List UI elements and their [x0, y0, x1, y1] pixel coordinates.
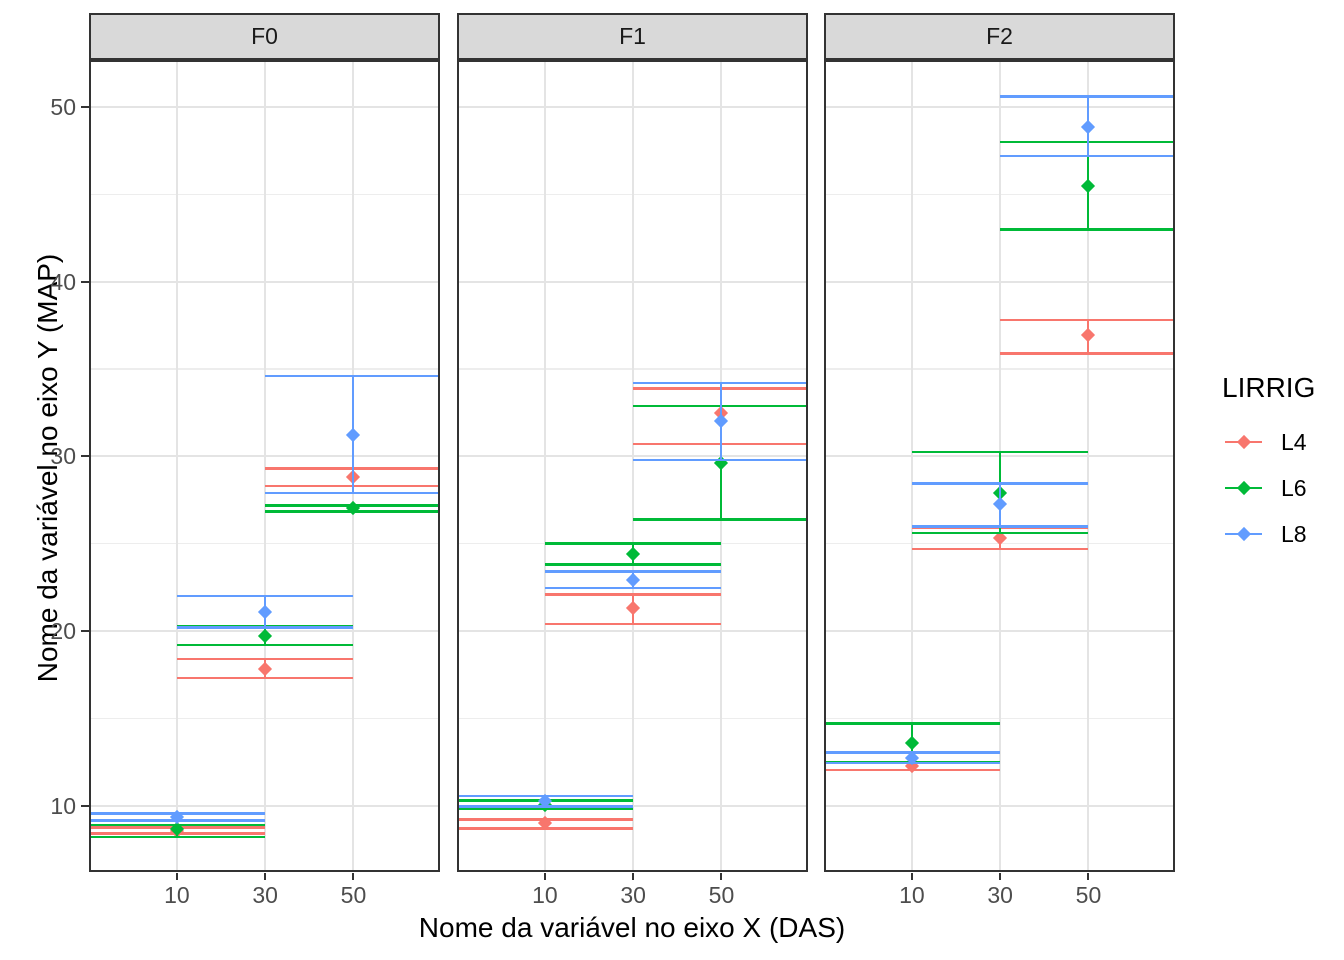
errorbar-cap-bottom-f0-l8-x30 — [176, 626, 354, 629]
point-f1-l8-x30 — [626, 573, 641, 588]
errorbar-cap-bottom-f2-l4-x30 — [911, 547, 1089, 551]
point-f2-l6-x50 — [1081, 178, 1096, 193]
errorbar-cap-bottom-f2-l4-x50 — [1000, 352, 1175, 355]
errorbar-cap-bottom-f1-l8-x30 — [544, 586, 722, 590]
errorbar-cap-bottom-f0-l6-x30 — [176, 643, 354, 647]
errorbar-cap-bottom-f2-l8-x30 — [911, 525, 1089, 528]
point-f0-l8-x30 — [258, 604, 273, 619]
point-f1-l6-x30 — [626, 547, 641, 562]
x-tick-mark-f0-10 — [175, 873, 178, 880]
facet-column-f1: F1 10 30 50 — [457, 0, 808, 960]
x-tick-mark-f2-10 — [910, 873, 913, 880]
facet-strip-f1: F1 — [457, 13, 808, 60]
point-f2-l8-x50 — [1081, 120, 1096, 135]
gridline-major-x-30 — [632, 60, 635, 872]
y-tick-label-30: 30 — [50, 443, 76, 470]
x-tick-label-f1-50: 50 — [708, 882, 735, 908]
point-f0-l6-x50 — [346, 500, 361, 515]
y-tick-label-10: 10 — [50, 792, 76, 819]
legend-key-point-l4 — [1236, 434, 1251, 450]
x-tick-label-f2-50: 50 — [1075, 882, 1102, 908]
facet-column-f0: F0 10 30 50 — [89, 0, 440, 960]
x-tick-label-f2-30: 30 — [987, 882, 1013, 908]
legend-key-point-l6 — [1236, 480, 1251, 496]
x-tick-mark-f1-30 — [632, 873, 635, 880]
x-tick-label-f0-50: 50 — [340, 882, 367, 908]
legend: LIRRIG L4 L6 L8 — [1200, 0, 1344, 960]
facet-column-f2: F2 10 30 50 — [824, 0, 1175, 960]
errorbar-cap-bottom-f0-l8-x50 — [265, 491, 440, 495]
point-f2-l6-x10 — [904, 735, 919, 750]
point-f2-l4-x50 — [1081, 327, 1096, 343]
x-tick-mark-f0-30 — [264, 873, 267, 880]
facet-strip-f0: F0 — [89, 13, 440, 60]
errorbar-cap-bottom-f1-l8-x50 — [633, 458, 808, 462]
legend-key-point-l8 — [1236, 526, 1251, 542]
facet-strip-label-f2: F2 — [986, 23, 1013, 49]
x-axis-title: Nome da variável no eixo X (DAS) — [418, 912, 846, 943]
gridline-major-x-50 — [1087, 60, 1090, 872]
y-tick-mark-30 — [81, 455, 89, 458]
legend-title: LIRRIG — [1222, 372, 1316, 403]
y-tick-mark-50 — [81, 106, 89, 109]
x-tick-label-f0-10: 10 — [164, 882, 190, 908]
y-tick-label-40: 40 — [50, 268, 76, 295]
y-tick-mark-20 — [81, 630, 89, 633]
x-tick-label-f1-10: 10 — [532, 882, 558, 908]
point-f1-l4-x30 — [626, 601, 641, 616]
point-f2-l8-x30 — [993, 496, 1008, 511]
facet-strip-f2: F2 — [824, 13, 1175, 60]
x-tick-label-f1-30: 30 — [620, 882, 646, 908]
gridline-major-x-10 — [543, 60, 546, 872]
point-f0-l8-x50 — [346, 428, 361, 443]
x-tick-mark-f1-50 — [720, 873, 723, 880]
legend-label-l4: L4 — [1281, 429, 1307, 455]
errorbar-cap-bottom-f0-l4-x30 — [176, 676, 354, 680]
x-tick-label-f0-30: 30 — [252, 882, 278, 908]
y-tick-mark-10 — [81, 804, 89, 807]
panel-f0 — [89, 60, 440, 872]
errorbar-cap-bottom-f2-l6-x30 — [911, 531, 1089, 535]
facet-strip-label-f1: F1 — [619, 23, 646, 49]
errorbar-cap-bottom-f2-l6-x50 — [1000, 228, 1175, 231]
point-f0-l4-x30 — [258, 662, 273, 677]
panel-f1 — [457, 60, 808, 872]
x-tick-mark-f2-50 — [1087, 873, 1090, 880]
x-tick-mark-f0-50 — [352, 873, 355, 880]
y-tick-mark-40 — [81, 280, 89, 283]
gridline-major-x-10 — [175, 60, 178, 872]
errorbar-cap-bottom-f2-l8-x50 — [1000, 154, 1175, 158]
legend-label-l6: L6 — [1281, 475, 1307, 501]
y-tick-label-50: 50 — [50, 94, 76, 121]
errorbar-cap-bottom-f1-l6-x30 — [544, 563, 722, 566]
legend-label-l8: L8 — [1281, 521, 1307, 547]
point-f1-l8-x50 — [714, 414, 729, 429]
x-tick-label-f2-10: 10 — [899, 882, 925, 908]
errorbar-cap-bottom-f0-l6-x10 — [89, 835, 266, 839]
facet-strip-label-f0: F0 — [251, 23, 278, 49]
y-tick-label-20: 20 — [50, 618, 76, 645]
gridline-major-x-10 — [910, 60, 913, 872]
panel-f2 — [824, 60, 1175, 872]
x-tick-mark-f2-30 — [999, 873, 1002, 880]
gridline-major-x-30 — [264, 60, 267, 872]
errorbar-cap-bottom-f1-l6-x50 — [633, 518, 808, 521]
x-tick-mark-f1-10 — [543, 873, 546, 880]
